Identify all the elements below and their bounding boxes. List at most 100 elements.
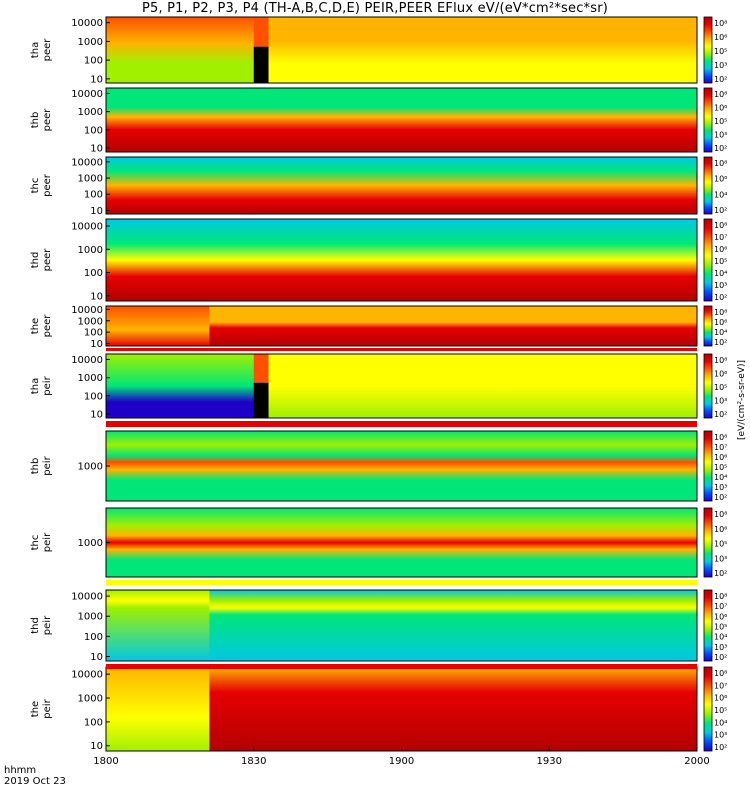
colorbar-scale-the-peer <box>703 305 713 347</box>
colorbar-tick-thd-peir: 10⁵ <box>714 623 727 632</box>
panel-thb-peir: 1000 thb peir <box>30 430 698 502</box>
heatmap-segment-the-peir <box>106 667 210 751</box>
ytick-label-the-peir: 10 <box>90 741 103 752</box>
time-axis-date: 2019 Oct 23 <box>4 776 66 787</box>
colorbar-tick-thc-peer: 10⁶ <box>714 175 727 184</box>
colorbar-label: [eV/(cm²-s-sr-eV)] <box>737 360 747 440</box>
xtick-label-1800: 1800 <box>93 756 118 767</box>
colorbar-tick-thd-peer: 10⁴ <box>714 269 727 278</box>
colorbar-tick-the-peir: 10⁵ <box>714 706 727 715</box>
xtick-label-1930: 1930 <box>537 756 562 767</box>
colorbar-tick-thd-peir: 10⁶ <box>714 612 727 621</box>
ytick-label-thd-peer: 1000 <box>78 245 103 256</box>
frame-thc-peer <box>105 156 698 215</box>
colorbar-tick-thd-peer: 10³ <box>714 281 727 290</box>
colorbar-tick-thd-peer: 10⁸ <box>714 221 727 230</box>
ytick-label-the-peir: 10000 <box>71 670 103 681</box>
data-gap-tha-peir <box>253 382 269 418</box>
panel-tha-peir: 10000 1000 100 10 tha peir <box>30 353 698 420</box>
ytick-label-the-peer: 10 <box>90 339 103 350</box>
data-gap-tha-peer <box>253 46 269 83</box>
colorbar-tick-thc-peir: 10² <box>714 569 727 578</box>
colorbar-tick-thb-peer: 10² <box>714 144 727 153</box>
ytick-label-thc-peer: 10000 <box>71 157 103 168</box>
ytick-label-tha-peir: 10000 <box>71 355 103 366</box>
ytick-label-thd-peir: 1000 <box>78 612 103 623</box>
colorbar-scale-tha-peir <box>703 353 713 419</box>
ytick-label-thb-peir: 1000 <box>78 462 103 473</box>
ytick-label-tha-peir: 100 <box>84 391 103 402</box>
ylabel-the-peer-1: the <box>30 318 41 334</box>
colorbar-the-peir: 10⁸ 10⁷ 10⁶ 10⁵ 10⁴ 10³ 10² <box>703 666 727 752</box>
gap-stripe <box>106 664 697 669</box>
ytick-label-thc-peer: 1000 <box>78 174 103 185</box>
figure-title: P5, P1, P2, P3, P4 (TH-A,B,C,D,E) PEIR,P… <box>141 1 609 16</box>
colorbar-tick-the-peer: 10⁶ <box>714 318 727 327</box>
ylabel-tha-peer-2: peer <box>42 38 53 62</box>
flag-bar <box>106 580 697 585</box>
colorbar-tick-tha-peir: 10⁵ <box>714 383 727 392</box>
colorbar-tick-the-peer: 10⁸ <box>714 308 727 317</box>
colorbar-tick-the-peir: 10⁴ <box>714 718 727 727</box>
ylabel-thd-peer-2: peer <box>42 248 53 272</box>
time-axis-units: hhmm <box>4 765 37 776</box>
ytick-label-tha-peir: 1000 <box>78 373 103 384</box>
colorbar-tick-thc-peir: 10⁸ <box>714 510 727 519</box>
heatmap-thb-peer <box>106 88 697 152</box>
colorbar-thd-peer: 10⁸ 10⁷ 10⁶ 10⁵ 10⁴ 10³ 10² <box>703 218 727 302</box>
colorbar-tick-thd-peir: 10² <box>714 653 727 662</box>
frame-thb-peer <box>105 87 698 153</box>
ytick-label-thd-peer: 10000 <box>71 222 103 233</box>
ytick-label-thc-peer: 100 <box>84 190 103 201</box>
frame-the-peer <box>105 305 698 347</box>
colorbar-tick-the-peer: 10⁴ <box>714 328 727 337</box>
colorbar-tick-thb-peir: 10⁸ <box>714 433 727 442</box>
colorbar-scale-thb-peir <box>703 430 713 502</box>
ylabel-thc-peir-1: thc <box>30 535 41 551</box>
ytick-label-thd-peer: 10 <box>90 291 103 302</box>
ylabel-thc-peir-2: peir <box>42 532 53 552</box>
ylabel-thb-peir-2: peir <box>42 455 53 475</box>
colorbar-tick-tha-peer: 10⁵ <box>714 47 727 56</box>
colorbar-tick-the-peer: 10² <box>714 338 727 347</box>
frame-tha-peir <box>105 353 698 419</box>
colorbar-tick-tha-peir: 10³ <box>714 397 727 406</box>
colorbar-scale-thb-peer <box>703 87 713 153</box>
colorbar-tick-thb-peer: 10³ <box>714 131 727 140</box>
colorbar-tick-thc-peer: 10⁴ <box>714 190 727 199</box>
ytick-label-tha-peer: 10 <box>90 74 103 85</box>
colorbar-tick-thb-peir: 10⁴ <box>714 473 727 482</box>
colorbar-tick-thb-peir: 10² <box>714 493 727 502</box>
colorbar-scale-thd-peer <box>703 218 713 302</box>
colorbar-tick-thc-peir: 10³ <box>714 554 727 563</box>
ytick-label-tha-peir: 10 <box>90 409 103 420</box>
heatmap-segment-tha-peer <box>106 17 264 83</box>
colorbar-tick-tha-peir: 10⁸ <box>714 356 727 365</box>
panel-thd-peer: 10000 1000 100 10 thd peer <box>30 218 698 302</box>
colorbar-tha-peir: 10⁸ 10⁶ 10⁵ 10³ 10² <box>703 353 727 419</box>
colorbar-scale-thd-peir <box>703 589 713 662</box>
ylabel-thc-peer-2: peer <box>42 173 53 197</box>
heatmap-segment-tha-peir <box>106 354 269 418</box>
ylabel-thb-peir-1: thb <box>30 458 41 475</box>
panel-the-peir: 10000 1000 100 10 the peir <box>30 666 698 752</box>
ylabel-thd-peir-2: peir <box>42 615 53 635</box>
ytick-label-the-peir: 100 <box>84 717 103 728</box>
panel-thc-peir: 1000 thc peir <box>30 507 698 578</box>
colorbar-tick-thc-peer: 10⁸ <box>714 159 727 168</box>
colorbar-tick-thd-peer: 10⁷ <box>714 233 727 242</box>
ylabel-the-peer-2: peer <box>42 314 53 338</box>
time-axis-label: hhmm 2019 Oct 23 <box>4 765 66 787</box>
ytick-label-thd-peer: 100 <box>84 268 103 279</box>
colorbar-tick-thd-peer: 10² <box>714 293 727 302</box>
colorbar-tick-thd-peir: 10⁷ <box>714 602 727 611</box>
colorbar-scale-the-peir <box>703 666 713 752</box>
colorbar-tick-thb-peir: 10³ <box>714 483 727 492</box>
gap-stripe <box>106 422 697 427</box>
frame-tha-peer <box>105 16 698 84</box>
colorbar-tick-the-peir: 10⁷ <box>714 681 727 690</box>
colorbar-tick-thb-peir: 10⁶ <box>714 453 727 462</box>
